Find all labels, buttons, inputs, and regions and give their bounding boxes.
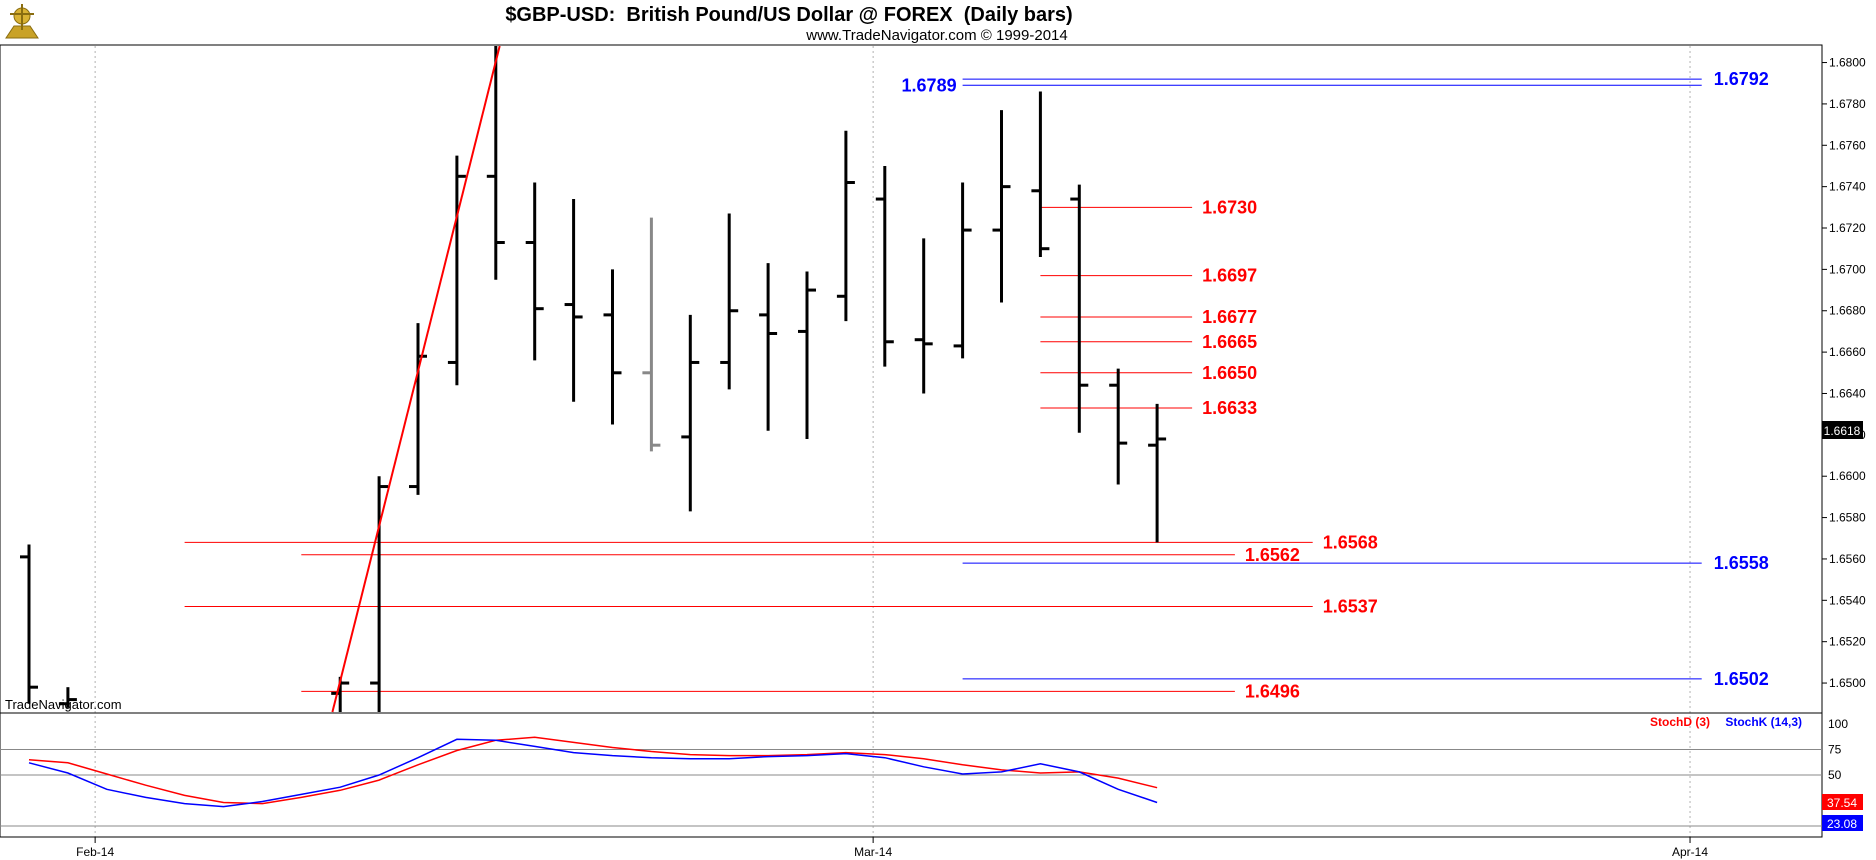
stoch-k-legend: StochK (14,3): [1725, 715, 1802, 729]
price-tick-label: 1.6560: [1829, 552, 1866, 566]
blue-level-label: 1.6792: [1714, 69, 1769, 89]
stoch-level-label: 75: [1828, 743, 1842, 757]
price-panel-frame: [0, 44, 1823, 714]
stoch-d-legend: StochD (3): [1650, 715, 1710, 729]
date-label: Mar-14: [854, 845, 892, 859]
header: $GBP-USD: British Pound/US Dollar @ FORE…: [5, 4, 1073, 44]
red-level-label: 1.6633: [1202, 398, 1257, 418]
price-tick-label: 1.6660: [1829, 345, 1866, 359]
ohlc-bar: [370, 476, 389, 712]
stoch-d-line: [28, 736, 1158, 805]
red-level-label: 1.6496: [1245, 681, 1300, 701]
ohlc-bar: [447, 155, 466, 386]
price-tick-label: 1.6800: [1829, 56, 1866, 70]
stoch-d-badge: 37.54: [1822, 794, 1863, 810]
ohlc-bar: [642, 217, 661, 452]
ohlc-bar: [1109, 368, 1128, 485]
date-label: Apr-14: [1672, 845, 1708, 859]
stoch-k-badge: 23.08: [1822, 815, 1863, 831]
red-level-label: 1.6677: [1202, 307, 1257, 327]
price-tick-label: 1.6740: [1829, 180, 1866, 194]
red-level-label: 1.6650: [1202, 363, 1257, 383]
stoch-lines: [28, 736, 1158, 808]
red-level-label: 1.6562: [1245, 545, 1300, 565]
red-level-label: 1.6697: [1202, 266, 1257, 286]
chart-title: $GBP-USD: British Pound/US Dollar @ FORE…: [505, 4, 1072, 26]
price-axis: 1.6800 1.6780 1.6760 1.6740 1.6720 1.6700 1.66…: [1822, 56, 1866, 690]
blue-level-label: 1.6558: [1714, 553, 1769, 573]
price-tick-label: 1.6540: [1829, 593, 1866, 607]
price-tick-label: 1.6500: [1829, 676, 1866, 690]
ohlc-bars: [20, 46, 1167, 712]
ohlc-bar: [1031, 91, 1050, 257]
stochastic-panel: 100 75 50 StochD (3) StochK (14,3) 37.54 2…: [0, 712, 1863, 838]
blue-level-label: 1.6789: [902, 75, 957, 95]
watermark: TradeNavigator.com: [5, 697, 122, 712]
stoch-grid: 100 75 50: [0, 717, 1848, 827]
ohlc-bar: [720, 213, 739, 390]
ohlc-bar: [992, 110, 1011, 303]
ohlc-bar: [58, 687, 77, 708]
trendline-up: [331, 45, 501, 713]
ohlc-bar: [759, 263, 778, 431]
red-level-label: 1.6568: [1323, 532, 1378, 552]
price-tick-label: 1.6580: [1829, 511, 1866, 525]
price-tick-label: 1.6520: [1829, 635, 1866, 649]
red-level-label: 1.6730: [1202, 197, 1257, 217]
ohlc-bar: [875, 165, 894, 367]
price-tick-label: 1.6720: [1829, 221, 1866, 235]
red-level-label: 1.6665: [1202, 332, 1257, 352]
ohlc-bar: [564, 199, 583, 402]
last-price-value: 1.6618: [1824, 424, 1861, 438]
logo-icon: [5, 4, 39, 39]
last-price-badge: 1.6618: [1822, 421, 1863, 439]
stoch-k-line: [28, 738, 1158, 808]
vertical-gridlines: [94, 46, 1691, 837]
stoch-k-value: 23.08: [1827, 817, 1857, 831]
price-tick-label: 1.6600: [1829, 469, 1866, 483]
ohlc-bar: [798, 271, 816, 439]
price-tick-label: 1.6680: [1829, 304, 1866, 318]
ohlc-bar: [20, 544, 38, 704]
date-axis: Feb-14 Mar-14 Apr-14: [76, 837, 1708, 859]
stoch-level-label: 50: [1828, 768, 1842, 782]
ohlc-bar: [836, 130, 855, 322]
ohlc-bar: [525, 182, 544, 361]
ohlc-bar: [953, 182, 972, 359]
stoch-level-label: 100: [1828, 717, 1848, 731]
price-tick-label: 1.6780: [1829, 97, 1866, 111]
stoch-d-value: 37.54: [1827, 796, 1857, 810]
chart-subtitle: www.TradeNavigator.com © 1999-2014: [805, 27, 1067, 44]
price-levels: 1.6730 1.6697 1.6677 1.6665 1.6650 1.6633 1.65…: [184, 69, 1769, 701]
date-label: Feb-14: [76, 845, 114, 859]
ohlc-bar: [1070, 184, 1089, 433]
ohlc-bar: [914, 238, 933, 394]
ohlc-bar: [603, 269, 622, 425]
ohlc-bar: [486, 46, 505, 280]
price-tick-label: 1.6700: [1829, 262, 1866, 276]
price-panel: 1.6800 1.6780 1.6760 1.6740 1.6720 1.6700 1.66…: [0, 44, 1866, 837]
price-tick-label: 1.6640: [1829, 386, 1866, 400]
red-level-label: 1.6537: [1323, 597, 1378, 617]
blue-level-label: 1.6502: [1714, 669, 1769, 689]
ohlc-bar: [681, 314, 700, 512]
price-tick-label: 1.6760: [1829, 138, 1866, 152]
trendline: [331, 45, 501, 713]
ohlc-bar: [1148, 403, 1167, 543]
